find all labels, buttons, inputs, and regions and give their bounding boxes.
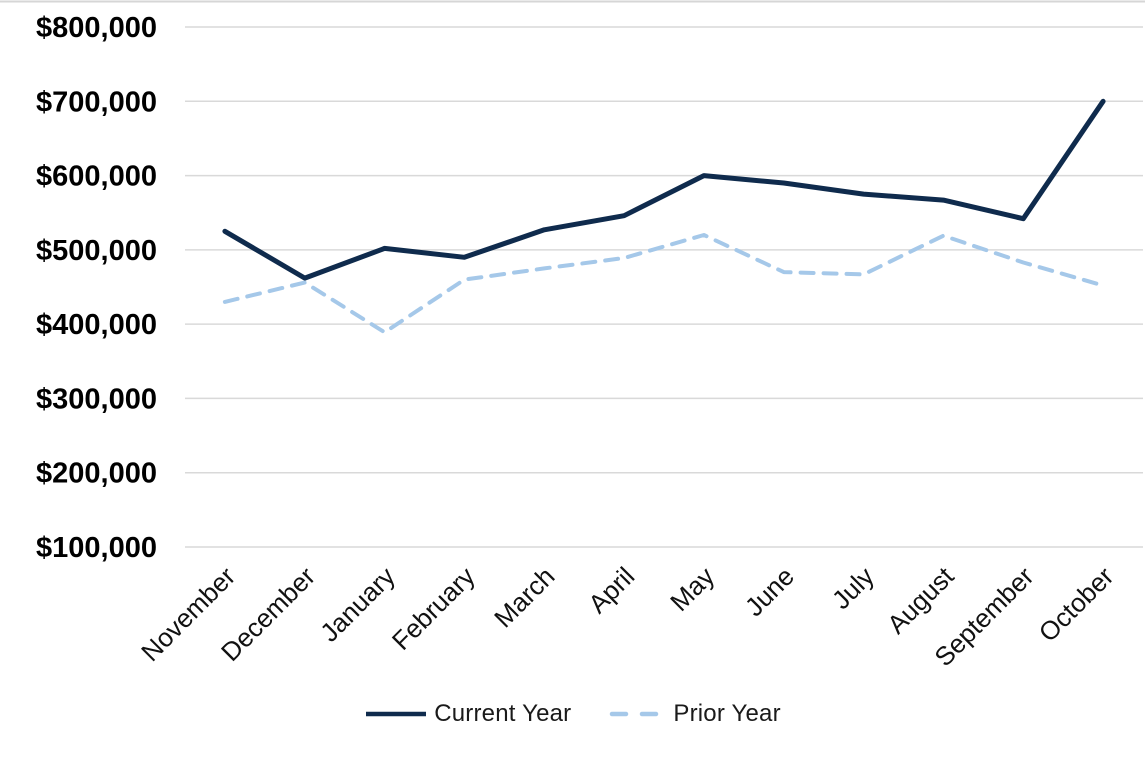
chart-legend: Current Year Prior Year <box>0 700 1145 728</box>
y-axis-tick-label: $700,000 <box>36 86 157 118</box>
series-line-current-year <box>222 98 1106 281</box>
y-axis-tick-label: $100,000 <box>36 532 157 564</box>
x-axis-tick-label: July <box>826 561 880 615</box>
chart-canvas: $100,000 $200,000 $300,000 $400,000 $500,000… <box>0 0 1145 672</box>
legend-item-current-year: Current Year <box>364 700 571 728</box>
legend-label-current-year: Current Year <box>434 700 572 727</box>
y-axis-tick-label: $300,000 <box>36 383 157 415</box>
prior-year-line-swatch <box>610 711 667 717</box>
x-axis-tick-label: March <box>488 561 560 633</box>
legend-label-prior-year: Prior Year <box>673 700 781 727</box>
y-axis-tick-label: $500,000 <box>36 235 157 267</box>
x-axis-tick-label: June <box>739 561 800 622</box>
current-year-line-swatch <box>366 711 427 717</box>
y-axis-tick-label: $800,000 <box>36 12 157 44</box>
legend-item-prior-year: Prior Year <box>609 700 781 728</box>
y-axis-tick-label: $400,000 <box>36 309 157 341</box>
x-axis-tick-label: April <box>582 561 640 619</box>
x-axis-tick-label: February <box>386 561 481 656</box>
y-axis-tick-label: $200,000 <box>36 458 157 490</box>
x-axis-tick-label: August <box>881 560 960 639</box>
y-axis-tick-label: $600,000 <box>36 161 157 193</box>
x-axis-tick-label: October <box>1033 561 1120 648</box>
x-axis-tick-label: May <box>664 561 720 617</box>
series-line-prior-year <box>222 233 1106 335</box>
